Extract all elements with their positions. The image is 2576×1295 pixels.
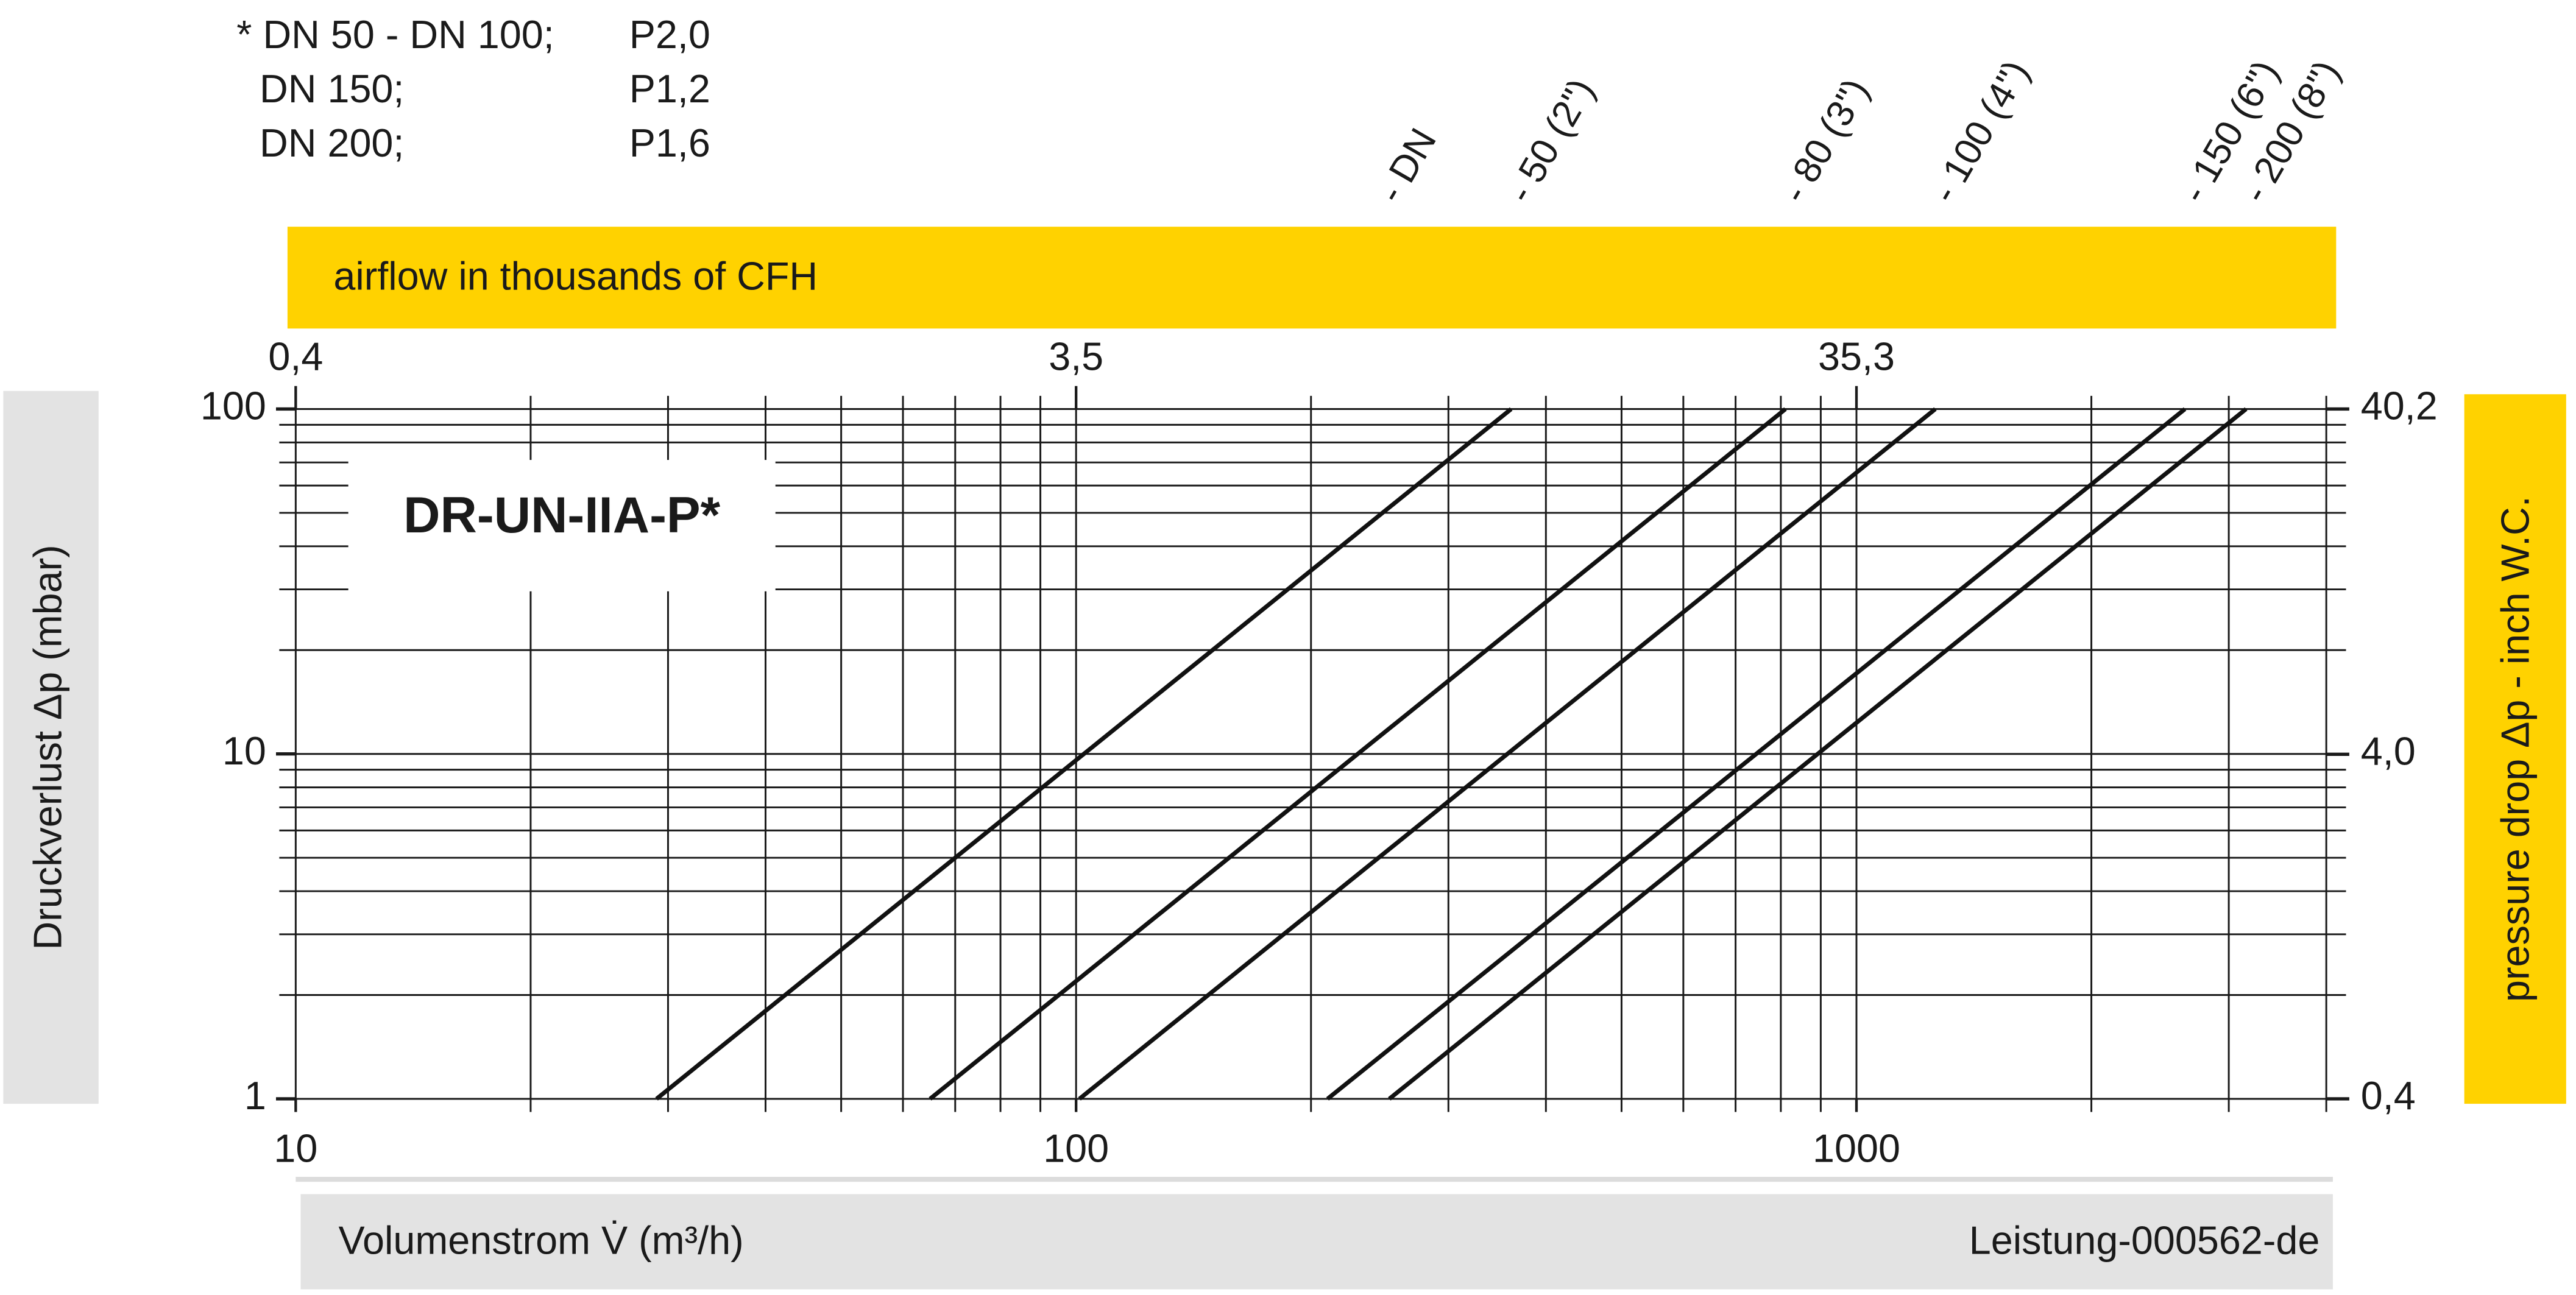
y-band [3,390,99,1104]
note: DN 150; [260,66,404,111]
title-box [348,460,776,591]
series-line [1326,407,2187,1101]
note: P2,0 [629,12,710,57]
note: * DN 50 - DN 100; [236,12,554,57]
x2-tick-label: 35,3 [1818,334,1895,379]
note: P1,6 [629,121,710,165]
y-tick-label: 10 [222,729,266,773]
y2-tick-label: 0,4 [2361,1073,2416,1118]
grid [276,386,2349,1112]
y2-band [2464,394,2566,1104]
series-line [1388,407,2248,1101]
y-tick-label: 100 [200,384,266,428]
x-label: Volumenstrom V̇ (m³/h) [338,1218,743,1262]
series-label: - 100 (4") [1923,54,2037,210]
series-label: - 80 (3") [1774,72,1878,210]
y2-label: pressure drop Δp - inch W.C. [2493,496,2538,1002]
series-line [929,407,1787,1101]
note: P1,2 [629,66,710,111]
note: DN 200; [260,121,404,165]
y-label: Druckverlust Δp (mbar) [26,545,70,950]
y-tick-label: 1 [244,1073,266,1118]
x2-tick-label: 0,4 [268,334,323,379]
x2-label: airflow in thousands of CFH [333,254,818,298]
code: Leistung-000562-de [1969,1218,2320,1262]
series-label: - 50 (2") [1499,72,1603,210]
legend-title: - DN [1370,121,1445,210]
x2-band [287,227,2337,329]
x-tick-label: 10 [274,1126,317,1170]
x2-tick-label: 3,5 [1049,334,1103,379]
series-line [1078,407,1937,1101]
y2-tick-label: 40,2 [2361,384,2438,428]
chart-title: DR-UN-IIA-P* [403,486,720,543]
series-line [655,407,1513,1101]
x-tick-label: 100 [1043,1126,1109,1170]
x-tick-label: 1000 [1813,1126,1900,1170]
y2-tick-label: 4,0 [2361,729,2416,773]
x-band [300,1194,2333,1290]
